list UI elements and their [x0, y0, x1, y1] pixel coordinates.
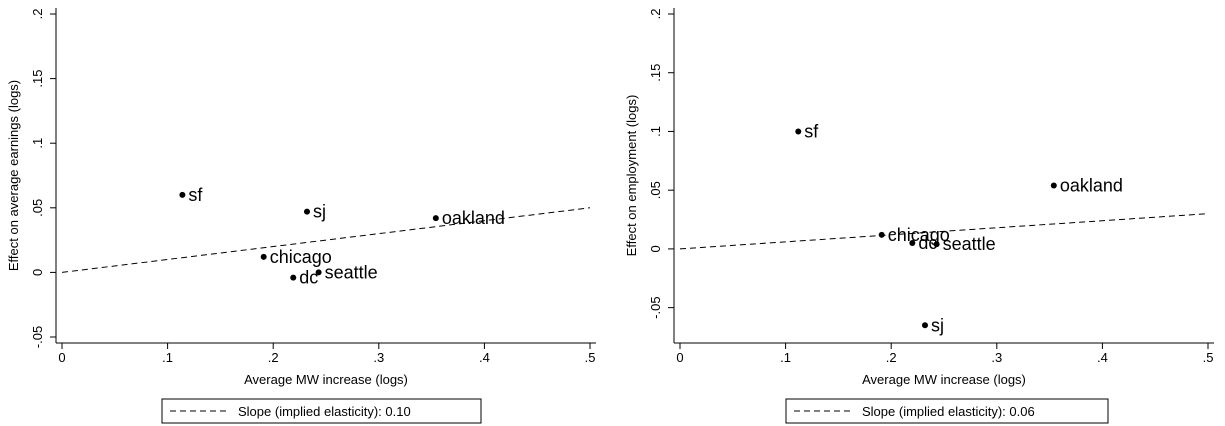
x-tick-label: .4: [479, 350, 490, 365]
x-axis-title: Average MW increase (logs): [862, 372, 1026, 387]
x-tick-label: .1: [162, 350, 173, 365]
x-tick-label: .3: [991, 350, 1002, 365]
point-sf: [795, 128, 802, 135]
point-label-chicago: chicago: [888, 225, 950, 245]
y-tick-label: .05: [30, 199, 45, 217]
y-axis-title: Effect on average earnings (logs): [6, 80, 21, 271]
x-tick-label: .4: [1097, 350, 1108, 365]
point-chicago: [260, 253, 267, 260]
point-seattle: [933, 241, 940, 248]
fit-line: [679, 213, 1209, 250]
point-label-sj: sj: [313, 202, 326, 222]
point-oakland: [432, 215, 439, 222]
point-label-chicago: chicago: [270, 247, 332, 267]
x-tick-label: .2: [268, 350, 279, 365]
point-label-seattle: seattle: [325, 262, 378, 282]
scatter-panel-1: 0 .1 .2 .3 .4 .5 -.05 0 .05 .1 .15 .2 Average MW inc…: [6, 8, 596, 424]
x-axis-title: Average MW increase (logs): [244, 372, 408, 387]
y-tick-label: 0: [648, 245, 663, 252]
point-label-dc: dc: [918, 233, 937, 253]
y-axis-title: Effect on employment (logs): [624, 95, 639, 257]
legend-label: Slope (implied elasticity): 0.10: [238, 404, 411, 419]
x-tick-label: 0: [676, 350, 683, 365]
point-sj: [921, 322, 928, 329]
y-tick-label: -.05: [648, 296, 663, 318]
x-tick-label: .5: [1203, 350, 1214, 365]
y-tick-label: .1: [30, 138, 45, 149]
y-tick-label: .2: [648, 9, 663, 20]
x-tick-label: .5: [585, 350, 596, 365]
point-label-oakland: oakland: [442, 208, 505, 228]
y-tick-label: .05: [648, 181, 663, 199]
point-label-dc: dc: [299, 268, 318, 288]
y-tick-label: -.05: [30, 326, 45, 348]
point-oakland: [1050, 182, 1057, 189]
point-label-oakland: oakland: [1060, 175, 1123, 195]
y-tick-label: .2: [30, 9, 45, 20]
point-label-sj: sj: [931, 315, 944, 335]
legend-label: Slope (implied elasticity): 0.06: [862, 404, 1035, 419]
point-label-sf: sf: [188, 185, 203, 205]
y-tick-label: 0: [30, 269, 45, 276]
x-tick-label: .1: [780, 350, 791, 365]
x-tick-label: 0: [58, 350, 65, 365]
point-seattle: [315, 269, 322, 276]
point-label-sf: sf: [804, 121, 819, 141]
point-sf: [179, 191, 186, 198]
y-tick-label: .15: [30, 70, 45, 88]
fit-line: [61, 207, 591, 273]
point-label-seattle: seattle: [943, 234, 996, 254]
y-tick-label: .15: [648, 64, 663, 82]
point-dc: [290, 274, 297, 281]
x-tick-label: .3: [373, 350, 384, 365]
x-tick-label: .2: [886, 350, 897, 365]
scatter-panel-2: 0 .1 .2 .3 .4 .5 -.05 0 .05 .1 .15 .2 Average MW inc…: [624, 8, 1214, 424]
point-chicago: [878, 231, 885, 238]
point-dc: [909, 240, 916, 247]
y-tick-label: .1: [648, 126, 663, 137]
point-sj: [303, 208, 310, 215]
